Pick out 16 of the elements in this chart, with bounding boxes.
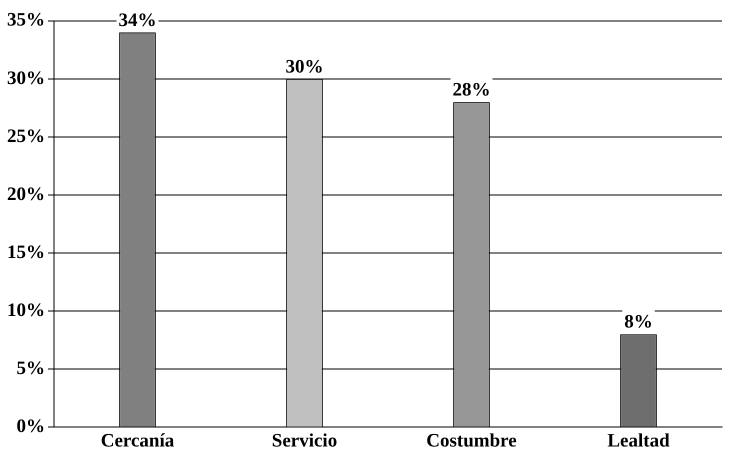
data-label: 8% [624,312,653,333]
y-tick-label: 5% [16,358,45,380]
x-tick-label: Servicio [272,430,338,452]
y-tick-label: 20% [7,184,45,205]
data-label: 28% [452,79,490,100]
y-tick-label: 10% [7,300,45,321]
data-label: 30% [286,56,324,78]
y-tick-label: 30% [7,68,45,89]
data-label: 34% [118,10,156,31]
y-tick-label: 25% [7,126,45,147]
x-tick-label: Cercanía [100,430,175,452]
y-tick-label: 15% [7,242,45,263]
x-tick-label: Lealtad [607,430,670,452]
x-tick-label: Costumbre [426,430,517,452]
y-tick-label: 35% [7,10,45,31]
y-tick-label: 0% [16,416,45,438]
